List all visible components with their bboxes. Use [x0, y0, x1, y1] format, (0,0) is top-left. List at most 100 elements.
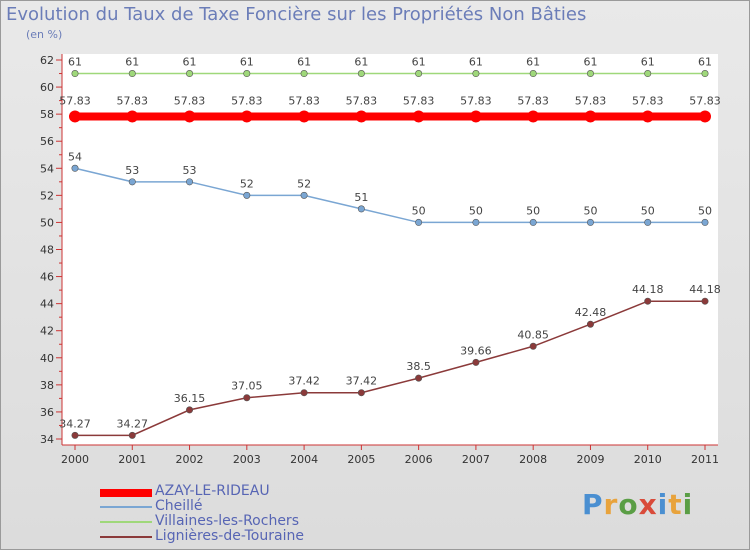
data-label-2-10: 61 — [641, 56, 655, 69]
data-label-0-10: 57.83 — [632, 94, 664, 107]
x-tick-label: 2005 — [347, 453, 375, 466]
data-point-3-10 — [644, 297, 652, 305]
data-label-3-3: 37.05 — [231, 380, 263, 393]
data-label-2-7: 61 — [469, 56, 483, 69]
data-point-0-10 — [641, 110, 654, 123]
data-point-1-2 — [186, 178, 194, 186]
data-label-2-0: 61 — [68, 56, 82, 69]
data-point-1-0 — [71, 164, 79, 172]
data-point-0-11 — [699, 110, 711, 123]
data-point-0-9 — [584, 110, 597, 123]
legend-item-villaines: Villaines-les-Rochers — [100, 513, 360, 530]
data-point-1-9 — [586, 218, 594, 226]
legend-swatch-villaines — [100, 521, 152, 523]
data-label-0-6: 57.83 — [403, 94, 435, 107]
data-point-3-5 — [357, 389, 365, 397]
y-tick-label: 40 — [40, 352, 54, 365]
data-point-0-7 — [469, 110, 482, 123]
data-point-0-5 — [355, 110, 368, 123]
data-point-3-3 — [243, 394, 251, 402]
data-point-1-10 — [644, 218, 652, 226]
data-label-2-11: 61 — [698, 56, 712, 69]
data-point-2-8 — [529, 70, 537, 78]
data-point-0-3 — [240, 110, 253, 123]
data-label-3-11: 44.18 — [689, 283, 721, 296]
series-line-1 — [74, 167, 705, 224]
data-label-2-4: 61 — [297, 56, 311, 69]
legend-label-lignieres: Lignières-de-Touraine — [155, 528, 304, 544]
data-label-1-3: 52 — [240, 177, 254, 190]
data-point-2-4 — [300, 70, 308, 78]
data-label-3-8: 40.85 — [517, 328, 549, 341]
legend-swatch-lignieres — [100, 536, 152, 538]
chart-title: Evolution du Taux de Taxe Foncière sur l… — [6, 4, 587, 25]
y-tick-label: 62 — [40, 54, 54, 67]
data-point-2-10 — [644, 70, 652, 78]
data-point-3-11 — [701, 297, 709, 305]
y-tick-label: 58 — [40, 108, 54, 121]
x-tick-label: 2009 — [576, 453, 604, 466]
data-label-3-1: 34.27 — [117, 417, 149, 430]
y-tick-label: 52 — [40, 189, 54, 202]
data-point-2-7 — [472, 70, 480, 78]
legend: AZAY-LE-RIDEAU Cheillé Villaines-les-Roc… — [100, 483, 360, 545]
legend-swatch-cheille — [100, 506, 152, 508]
data-point-3-9 — [586, 320, 594, 328]
legend-label-azay: AZAY-LE-RIDEAU — [155, 483, 270, 499]
data-label-1-6: 50 — [412, 204, 426, 217]
data-point-1-3 — [243, 191, 251, 199]
data-point-3-0 — [71, 431, 79, 439]
proxiti-logo: Proxiti — [582, 488, 694, 521]
data-label-0-0: 57.83 — [59, 94, 91, 107]
data-point-3-6 — [415, 374, 423, 382]
data-label-0-8: 57.83 — [517, 94, 549, 107]
legend-item-azay: AZAY-LE-RIDEAU — [100, 483, 360, 500]
y-tick-label: 50 — [40, 216, 54, 229]
data-label-1-8: 50 — [526, 204, 540, 217]
data-point-3-7 — [472, 358, 480, 366]
data-point-1-7 — [472, 218, 480, 226]
data-point-2-1 — [128, 70, 136, 78]
data-point-1-4 — [300, 191, 308, 199]
legend-swatch-azay — [100, 489, 152, 497]
data-label-0-2: 57.83 — [174, 94, 206, 107]
data-label-0-3: 57.83 — [231, 94, 263, 107]
legend-label-cheille: Cheillé — [155, 498, 203, 514]
data-point-3-1 — [128, 431, 136, 439]
data-label-1-7: 50 — [469, 204, 483, 217]
data-label-2-6: 61 — [412, 56, 426, 69]
data-point-2-9 — [586, 70, 594, 78]
data-label-0-5: 57.83 — [346, 94, 378, 107]
x-tick-label: 2004 — [290, 453, 318, 466]
data-point-2-0 — [71, 70, 79, 78]
data-label-1-11: 50 — [698, 204, 712, 217]
data-label-0-11: 57.83 — [689, 94, 721, 107]
x-tick-label: 2001 — [118, 453, 146, 466]
data-point-2-5 — [357, 70, 365, 78]
data-label-3-9: 42.48 — [575, 306, 607, 319]
data-label-1-0: 54 — [68, 150, 82, 163]
data-point-0-0 — [69, 110, 81, 123]
data-point-0-2 — [183, 110, 196, 123]
data-label-1-2: 53 — [183, 164, 197, 177]
data-point-3-8 — [529, 342, 537, 350]
x-tick-label: 2002 — [176, 453, 204, 466]
data-label-1-10: 50 — [641, 204, 655, 217]
y-tick-label: 56 — [40, 135, 54, 148]
data-label-2-1: 61 — [125, 56, 139, 69]
data-point-0-1 — [126, 110, 139, 123]
x-tick-label: 2011 — [691, 453, 719, 466]
data-label-3-7: 39.66 — [460, 344, 492, 357]
data-point-3-4 — [300, 389, 308, 397]
legend-label-villaines: Villaines-les-Rochers — [155, 513, 299, 529]
x-tick-label: 2007 — [462, 453, 490, 466]
data-label-3-10: 44.18 — [632, 283, 664, 296]
x-tick-label: 2010 — [634, 453, 662, 466]
data-label-2-5: 61 — [354, 56, 368, 69]
data-label-0-7: 57.83 — [460, 94, 492, 107]
x-tick-label: 2008 — [519, 453, 547, 466]
data-point-0-8 — [527, 110, 540, 123]
y-tick-label: 48 — [40, 244, 54, 257]
data-point-1-11 — [701, 218, 709, 226]
data-label-2-3: 61 — [240, 56, 254, 69]
